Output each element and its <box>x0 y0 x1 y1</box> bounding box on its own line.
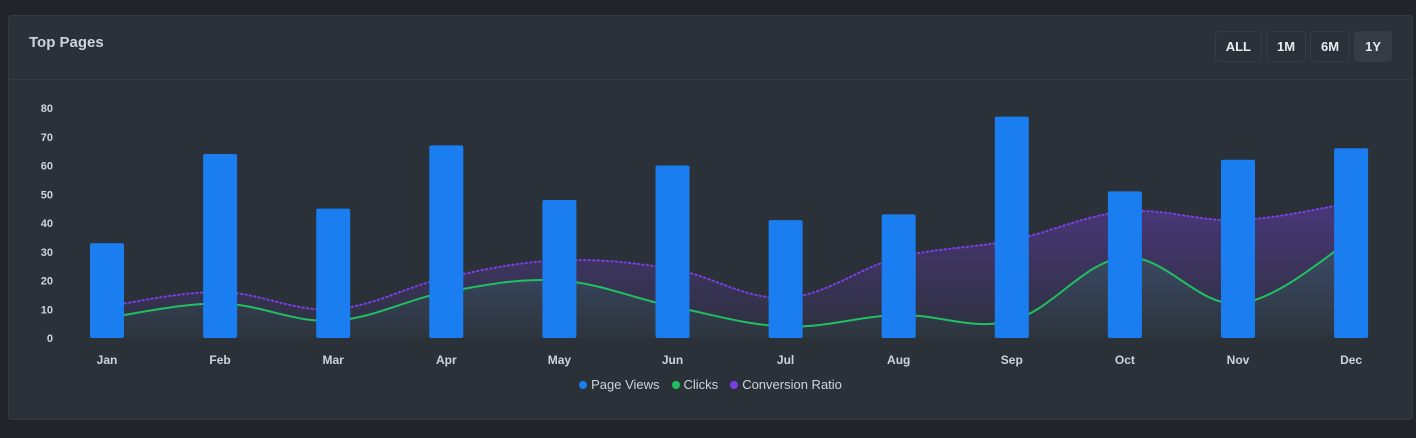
legend-marker-page-views <box>579 380 588 389</box>
bar-page-views-jul <box>768 220 803 338</box>
range-button-all[interactable]: ALL <box>1214 31 1262 62</box>
bar-page-views-aug <box>881 214 916 338</box>
x-tick-label: Sep <box>1001 353 1023 367</box>
clicks-area <box>107 240 1352 338</box>
y-tick-label: 70 <box>41 132 53 144</box>
y-tick-label: 50 <box>41 189 53 201</box>
card-title: Top Pages <box>29 34 104 51</box>
x-tick-label: May <box>548 353 572 367</box>
y-tick-label: 40 <box>41 218 53 230</box>
bar-page-views-sep <box>994 116 1029 338</box>
x-tick-label: Nov <box>1227 353 1250 367</box>
bar-page-views-apr <box>429 145 464 338</box>
bar-page-views-feb <box>203 154 238 338</box>
bar-page-views-may <box>542 200 577 338</box>
legend-item-page-views[interactable]: Page Views <box>579 377 660 392</box>
bar-page-views-jan <box>90 243 124 338</box>
x-tick-label: Jun <box>662 353 683 367</box>
x-tick-label: Feb <box>209 353 230 367</box>
range-button-6m[interactable]: 6M <box>1310 31 1351 62</box>
legend-item-conversion-ratio[interactable]: Conversion Ratio <box>730 377 842 392</box>
x-tick-label: Mar <box>323 353 345 367</box>
chart-legend: Page Views Clicks Conversion Ratio <box>9 377 1412 392</box>
y-tick-label: 0 <box>47 333 53 345</box>
legend-label-clicks: Clicks <box>683 377 719 392</box>
x-tick-label: Oct <box>1115 353 1135 367</box>
x-tick-label: Jan <box>97 353 118 367</box>
y-tick-label: 60 <box>41 161 53 173</box>
top-pages-card: Top Pages ALL 1M 6M 1Y 0 10 20 30 40 50 60 70 80… <box>8 15 1413 420</box>
y-tick-label: 20 <box>41 276 53 288</box>
y-tick-label: 80 <box>41 103 53 115</box>
x-tick-label: Apr <box>436 353 457 367</box>
x-tick-label: Dec <box>1340 353 1362 367</box>
legend-marker-conversion-ratio <box>730 380 739 389</box>
range-button-1m[interactable]: 1M <box>1265 31 1307 62</box>
legend-label-page-views: Page Views <box>591 377 660 392</box>
bar-page-views-dec <box>1334 148 1369 338</box>
y-tick-label: 30 <box>41 247 53 259</box>
legend-label-conversion-ratio: Conversion Ratio <box>742 377 842 392</box>
chart-canvas: 0 10 20 30 40 50 60 70 80 Jan Feb Mar Apr May Jun Jul Au… <box>41 103 1369 367</box>
y-tick-label: 10 <box>41 304 53 316</box>
x-tick-label: Aug <box>887 353 910 367</box>
bar-page-views-oct <box>1107 191 1142 338</box>
range-button-group: ALL 1M 6M 1Y <box>1214 31 1392 62</box>
bar-page-views-mar <box>316 208 351 338</box>
bar-page-views-nov <box>1221 159 1255 338</box>
legend-marker-clicks <box>671 380 680 389</box>
card-header: Top Pages ALL 1M 6M 1Y <box>9 16 1412 80</box>
x-tick-label: Jul <box>777 353 794 367</box>
bar-page-views-jun <box>655 165 690 338</box>
legend-item-clicks[interactable]: Clicks <box>671 377 719 392</box>
range-button-1y[interactable]: 1Y <box>1354 31 1392 62</box>
